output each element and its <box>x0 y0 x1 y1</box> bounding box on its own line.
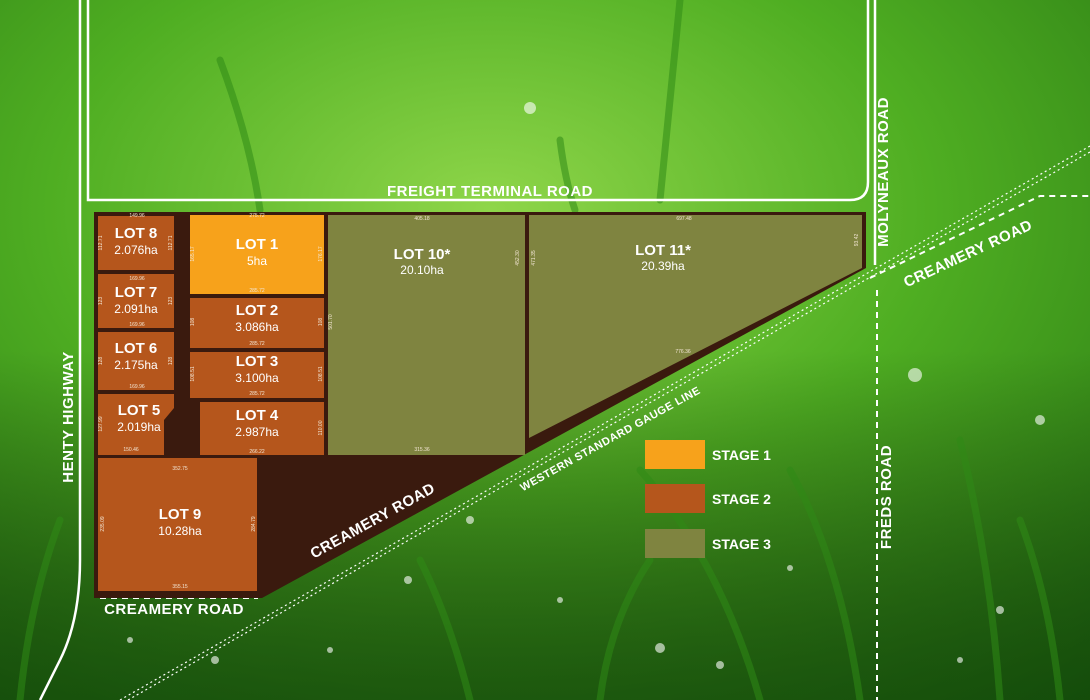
lot-1-parcel[interactable] <box>190 215 324 294</box>
lot-7-area: 2.091ha <box>114 302 158 316</box>
lot-4-area: 2.987ha <box>235 425 279 439</box>
dim-lot9-top: 352.75 <box>172 466 188 472</box>
lot-2-name: LOT 2 <box>236 302 279 319</box>
dim-lot5-bottom: 150.46 <box>123 447 139 453</box>
lot-9-parcel[interactable] <box>98 458 257 591</box>
dim-lot10-right: 452.30 <box>515 250 521 266</box>
dim-lot7-bottom: 169.96 <box>129 322 145 328</box>
dim-lot3-bottom: 285.72 <box>249 391 265 397</box>
lot-5-parcel[interactable] <box>98 394 174 455</box>
dim-lot6-right: 128 <box>168 357 174 366</box>
dim-lot10-left: 501.70 <box>328 314 334 330</box>
dim-lot10-top: 405.18 <box>414 216 430 222</box>
legend-swatch-stage-3 <box>645 529 705 558</box>
stage-legend: STAGE 1 STAGE 2 STAGE 3 <box>645 440 771 558</box>
lot-8-name: LOT 8 <box>115 225 158 242</box>
lot-6-name: LOT 6 <box>115 340 158 357</box>
dim-lot7-right: 123 <box>168 297 174 306</box>
lot-4-name: LOT 4 <box>236 407 279 424</box>
dim-lot11-top: 697.48 <box>676 216 692 222</box>
freight-terminal-road-label: FREIGHT TERMINAL ROAD <box>387 183 593 200</box>
dimension-labels: 149.96 112.71 112.71 169.96 123 123 169.… <box>98 213 860 590</box>
legend-label-stage-3: STAGE 3 <box>712 536 771 552</box>
rail-line <box>119 145 1090 700</box>
lot-6-area: 2.175ha <box>114 358 158 372</box>
freight-terminal-road-line <box>86 0 870 202</box>
dim-lot11-right: 93.42 <box>854 234 860 247</box>
legend-swatch-stage-2 <box>645 484 705 513</box>
lot-8-parcel[interactable] <box>98 216 174 270</box>
dim-lot7-top: 169.96 <box>129 276 145 282</box>
lot-3-area: 3.100ha <box>235 371 279 385</box>
henty-highway-line <box>38 0 82 700</box>
lot-10-area: 20.10ha <box>400 263 444 277</box>
lot-10-parcel[interactable] <box>328 215 525 455</box>
legend-label-stage-1: STAGE 1 <box>712 447 771 463</box>
lot-11-name: LOT 11* <box>635 242 691 259</box>
legend-label-stage-2: STAGE 2 <box>712 491 771 507</box>
lot-labels: LOT 8 2.076ha LOT 7 2.091ha LOT 6 2.175h… <box>114 225 691 538</box>
dim-lot7-left: 123 <box>98 297 104 306</box>
dim-lot3-right: 108.51 <box>318 366 324 382</box>
lot-9-name: LOT 9 <box>159 506 202 523</box>
lot-9-area: 10.28ha <box>158 524 202 538</box>
dim-lot11-diag: 776.36 <box>675 349 691 355</box>
lot-7-parcel[interactable] <box>98 274 174 328</box>
lot-6-parcel[interactable] <box>98 332 174 390</box>
lot-1-area: 5ha <box>247 254 267 268</box>
dim-lot6-bottom: 169.96 <box>129 384 145 390</box>
dim-lot1-bottom: 285.72 <box>249 288 265 294</box>
dim-lot1-left: 165.17 <box>190 246 196 262</box>
henty-highway-label: HENTY HIGHWAY <box>60 351 77 483</box>
dim-lot2-right: 108 <box>318 318 324 327</box>
freds-road-label: FREDS ROAD <box>878 445 895 549</box>
dim-lot1-top: 275.72 <box>249 213 265 219</box>
dim-lot9-left: 235.09 <box>100 516 106 532</box>
creamery-road-bottom-label: CREAMERY ROAD <box>104 601 244 618</box>
dim-lot6-left: 128 <box>98 357 104 366</box>
dim-lot9-right: 284.79 <box>251 516 257 532</box>
dim-lot8-top: 149.96 <box>129 213 145 219</box>
lot-2-area: 3.086ha <box>235 320 279 334</box>
dim-lot2-bottom: 285.72 <box>249 341 265 347</box>
lot-5-name: LOT 5 <box>118 402 161 419</box>
dim-lot9-bottom: 355.15 <box>172 584 188 590</box>
lot-2-parcel[interactable] <box>190 298 324 348</box>
dim-lot11-left: 471.35 <box>531 250 537 266</box>
road-network <box>38 0 1090 700</box>
lot-7-name: LOT 7 <box>115 284 158 301</box>
lot-1-name: LOT 1 <box>236 236 279 253</box>
dim-lot3-left: 108.51 <box>190 366 196 382</box>
lot-8-area: 2.076ha <box>114 243 158 257</box>
dim-lot1-right: 176.17 <box>318 246 324 262</box>
legend-swatch-stage-1 <box>645 440 705 469</box>
creamery-road-east-line <box>869 195 1090 279</box>
lot-11-parcel[interactable] <box>529 215 862 438</box>
dim-lot8-right: 112.71 <box>168 235 174 250</box>
dim-lot5-left: 127.99 <box>98 416 104 432</box>
dim-lot8-left: 112.71 <box>98 235 104 250</box>
dim-lot2-left: 108 <box>190 318 196 327</box>
lots <box>98 215 862 591</box>
lot-11-area: 20.39ha <box>641 259 685 273</box>
molyneaux-road-label: MOLYNEAUX ROAD <box>875 97 892 247</box>
lot-4-parcel[interactable] <box>200 402 324 455</box>
dim-lot4-bottom: 266.22 <box>249 449 265 455</box>
lot-3-name: LOT 3 <box>236 353 279 370</box>
dim-lot4-right: 110.00 <box>318 420 324 435</box>
lot-5-area: 2.019ha <box>117 420 161 434</box>
lot-3-parcel[interactable] <box>190 352 324 398</box>
dim-lot10-bottom: 315.36 <box>414 447 430 453</box>
lot-10-name: LOT 10* <box>394 246 451 263</box>
